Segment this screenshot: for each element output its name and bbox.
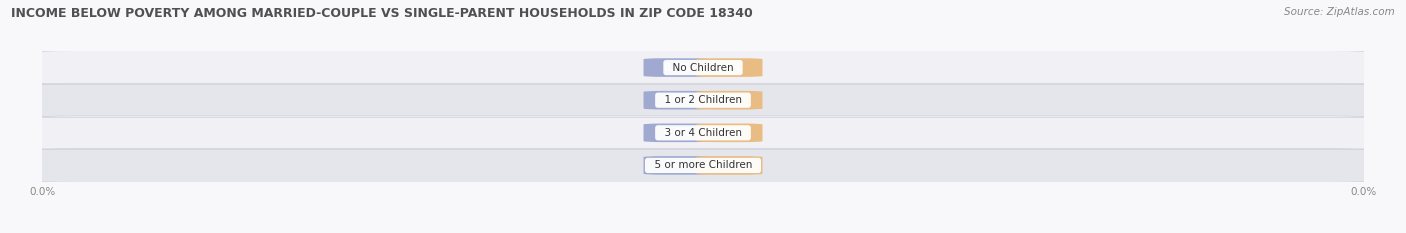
FancyBboxPatch shape <box>644 156 710 175</box>
FancyBboxPatch shape <box>696 156 762 175</box>
FancyBboxPatch shape <box>696 91 762 110</box>
FancyBboxPatch shape <box>696 123 762 142</box>
Text: Source: ZipAtlas.com: Source: ZipAtlas.com <box>1284 7 1395 17</box>
Text: 0.0%: 0.0% <box>664 95 690 105</box>
Text: 0.0%: 0.0% <box>664 63 690 72</box>
FancyBboxPatch shape <box>30 148 1376 182</box>
Text: 0.0%: 0.0% <box>664 161 690 170</box>
Text: 3 or 4 Children: 3 or 4 Children <box>658 128 748 138</box>
Text: 0.0%: 0.0% <box>716 63 742 72</box>
Text: 5 or more Children: 5 or more Children <box>648 161 758 170</box>
Text: 1 or 2 Children: 1 or 2 Children <box>658 95 748 105</box>
FancyBboxPatch shape <box>696 58 762 77</box>
FancyBboxPatch shape <box>30 83 1376 117</box>
Text: 0.0%: 0.0% <box>716 95 742 105</box>
FancyBboxPatch shape <box>644 58 710 77</box>
Text: 0.0%: 0.0% <box>716 128 742 138</box>
Text: INCOME BELOW POVERTY AMONG MARRIED-COUPLE VS SINGLE-PARENT HOUSEHOLDS IN ZIP COD: INCOME BELOW POVERTY AMONG MARRIED-COUPL… <box>11 7 754 20</box>
FancyBboxPatch shape <box>30 51 1376 85</box>
FancyBboxPatch shape <box>30 116 1376 150</box>
FancyBboxPatch shape <box>644 91 710 110</box>
Text: 0.0%: 0.0% <box>664 128 690 138</box>
Text: 0.0%: 0.0% <box>716 161 742 170</box>
FancyBboxPatch shape <box>644 123 710 142</box>
Text: No Children: No Children <box>666 63 740 72</box>
